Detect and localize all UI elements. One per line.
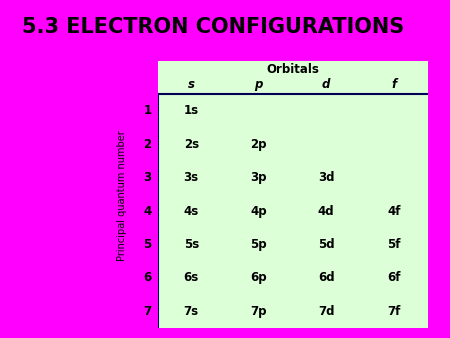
- Text: 3: 3: [143, 171, 152, 184]
- Text: 1: 1: [143, 104, 152, 117]
- Text: 5: 5: [143, 238, 152, 251]
- Text: 5p: 5p: [251, 238, 267, 251]
- Text: p: p: [255, 78, 263, 91]
- Text: f: f: [391, 78, 396, 91]
- Text: s: s: [188, 78, 195, 91]
- Text: 2: 2: [143, 138, 152, 151]
- Text: 2p: 2p: [251, 138, 267, 151]
- Text: 4: 4: [143, 204, 152, 218]
- Text: 7f: 7f: [387, 305, 400, 318]
- Text: 7p: 7p: [251, 305, 267, 318]
- Text: Principal quantum number: Principal quantum number: [117, 131, 126, 261]
- Text: 7s: 7s: [184, 305, 199, 318]
- Text: 4p: 4p: [251, 204, 267, 218]
- Text: 5.3 ELECTRON CONFIGURATIONS: 5.3 ELECTRON CONFIGURATIONS: [22, 17, 405, 37]
- Text: 7: 7: [143, 305, 152, 318]
- Text: 1s: 1s: [184, 104, 199, 117]
- Text: 6f: 6f: [387, 271, 400, 284]
- Text: d: d: [322, 78, 330, 91]
- Text: 4d: 4d: [318, 204, 334, 218]
- Text: 3p: 3p: [251, 171, 267, 184]
- Text: 4f: 4f: [387, 204, 400, 218]
- Text: 6d: 6d: [318, 271, 334, 284]
- Text: Orbitals: Orbitals: [266, 63, 319, 76]
- Text: 6: 6: [143, 271, 152, 284]
- Text: 4s: 4s: [184, 204, 199, 218]
- Text: 3d: 3d: [318, 171, 334, 184]
- Text: 6s: 6s: [184, 271, 199, 284]
- Text: 5d: 5d: [318, 238, 334, 251]
- Text: 5s: 5s: [184, 238, 199, 251]
- Text: 2s: 2s: [184, 138, 199, 151]
- Text: 6p: 6p: [251, 271, 267, 284]
- Text: 5f: 5f: [387, 238, 400, 251]
- Text: 3s: 3s: [184, 171, 199, 184]
- Text: 7d: 7d: [318, 305, 334, 318]
